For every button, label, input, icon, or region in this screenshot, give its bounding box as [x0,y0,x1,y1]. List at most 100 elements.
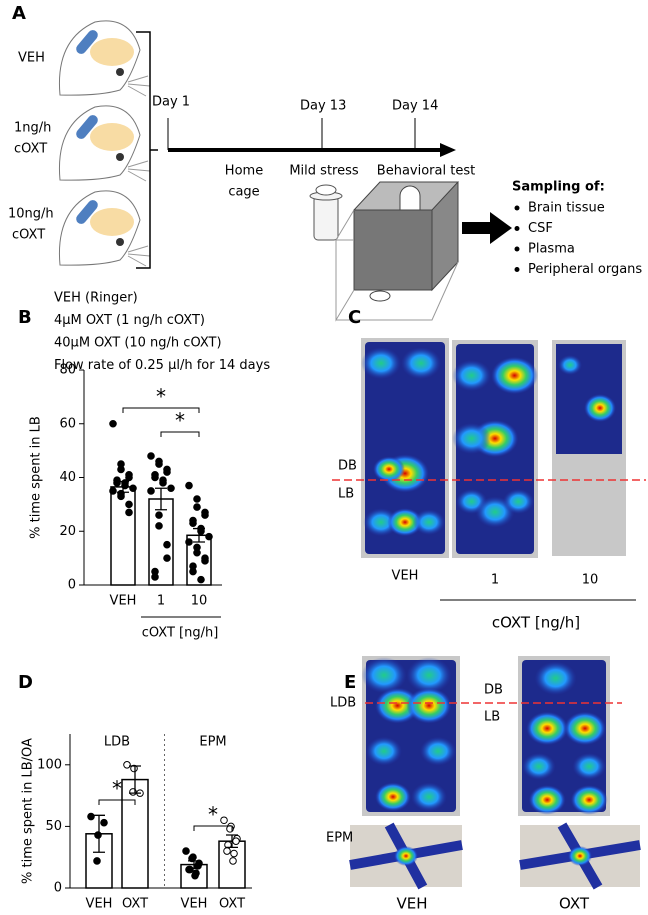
y-tick-label: 20 [59,524,76,539]
data-point [201,557,209,565]
bullet [514,226,520,231]
data-point [129,484,137,493]
whiskers [127,160,151,182]
data-point [205,532,213,541]
x-tick-label: 1 [157,594,165,609]
heat-blob [452,422,492,455]
day-label: Day 13 [300,99,346,114]
zone-label: DB [484,683,503,698]
group-label: LDB [104,735,130,750]
x-axis-label: cOXT [ng/h] [142,626,219,641]
data-point [193,503,201,511]
data-point [220,816,228,825]
heat-blob [406,657,452,694]
data-point [125,508,133,517]
significance-bracket [98,799,136,805]
brain [90,208,134,236]
heat-blob [406,687,452,724]
heat-blob [534,661,577,696]
y-tick-label: 50 [45,819,62,834]
data-point [94,831,102,839]
arrow-head [440,143,456,157]
heat-blob [584,394,616,422]
group-label: cOXT [12,228,45,243]
bar [218,840,246,889]
y-axis-label: % time spent in LB/OA [21,738,36,884]
error-bar [93,814,105,853]
group-label: cOXT [14,142,47,157]
heat-blob [401,347,441,380]
error-bar [117,480,129,493]
phase-label: Home [225,164,263,179]
significance-star: * [156,385,166,409]
data-point [109,419,117,428]
note: VEH (Ringer) [54,291,138,306]
heat-blob [528,785,566,815]
data-point [155,460,163,468]
sampling-list: Brain tissue CSF Plasma Peripheral organs [514,201,642,277]
data-point [100,818,108,827]
heat-blob [570,785,608,815]
data-point [188,854,196,863]
image-label: VEH [392,569,419,584]
phase-label: cage [228,185,259,200]
cannula [76,115,98,139]
panel-label: D [18,672,33,693]
data-point [189,567,197,576]
panel-c: C DB LB VEH 1 10 cOXT [ng/h] [332,307,646,632]
bullet [514,246,520,252]
cannula [76,30,98,54]
data-point [147,487,155,495]
heat-blob [526,711,569,746]
light-dark-box [335,181,460,322]
whiskers [127,75,151,97]
rat-illustrations [58,20,151,267]
sampling-item: Brain tissue [528,201,605,216]
panel-label: A [12,3,26,24]
sampling-item: Plasma [528,242,575,257]
eye [116,238,124,246]
image-label: 1 [491,573,499,588]
group-label: EPM [199,735,226,750]
x-tick-label: VEH [86,897,113,912]
heat-blob [394,846,418,866]
data-point [185,865,193,874]
data-point [167,484,175,493]
row-label: EPM [326,831,353,846]
bullet [514,267,520,272]
data-point [123,761,131,769]
notes: VEH (Ringer) 4μM OXT (1 ng/h cOXT) 40μM OX… [54,291,270,374]
group-label: VEH [18,51,45,66]
panel-e: E LDB DB LB EPM VEH OXT [326,656,641,913]
data-point [125,500,133,509]
data-point [182,847,190,855]
heat-blob [387,508,423,537]
bar [121,778,149,889]
heat-blob [558,355,582,375]
heat-blob [361,657,407,694]
brain [90,38,134,66]
data-point [193,548,201,557]
bracket [136,31,158,269]
chart: B 0 20 40 60 80 % time spent in LB VEH 1 10 * * cOXT… [18,307,222,641]
cannula [76,200,98,224]
heat-blob [373,456,405,483]
y-tick-label: 0 [54,881,62,896]
note: Flow rate of 0.25 µl/h for 14 days [54,358,270,373]
data-point [109,487,117,495]
heatmaps [361,338,626,558]
heat-blob [375,687,420,724]
data-point [163,540,171,549]
x-tick-label: OXT [219,897,245,912]
data-point [159,479,167,487]
data-point [113,479,121,487]
image-label: OXT [559,895,590,913]
data-point [151,573,159,581]
day-label: Day 1 [152,95,190,110]
heat-blob [572,752,606,780]
error-bar [188,860,200,869]
x-tick-label: VEH [110,594,137,609]
arrow [462,212,512,244]
eye [116,153,124,161]
